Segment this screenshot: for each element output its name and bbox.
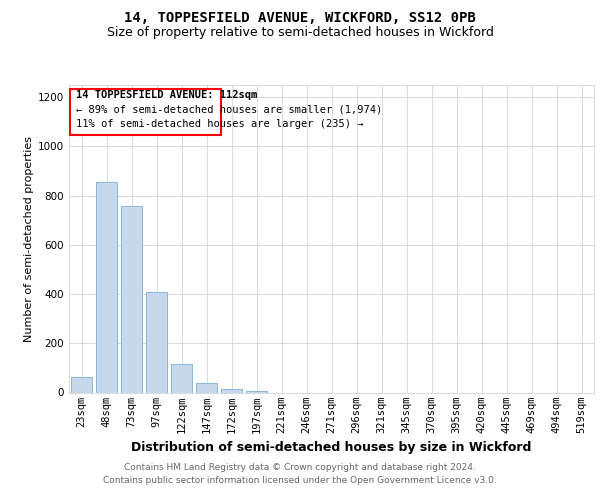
Bar: [196, 382, 217, 392]
X-axis label: Distribution of semi-detached houses by size in Wickford: Distribution of semi-detached houses by …: [131, 441, 532, 454]
Bar: [71, 376, 92, 392]
Text: 14 TOPPESFIELD AVENUE: 112sqm: 14 TOPPESFIELD AVENUE: 112sqm: [76, 90, 257, 100]
Bar: [171, 364, 192, 392]
Text: Contains HM Land Registry data © Crown copyright and database right 2024.
Contai: Contains HM Land Registry data © Crown c…: [103, 463, 497, 485]
Text: Size of property relative to semi-detached houses in Wickford: Size of property relative to semi-detach…: [107, 26, 493, 39]
FancyBboxPatch shape: [70, 88, 221, 136]
Bar: [146, 292, 167, 392]
Text: 11% of semi-detached houses are larger (235) →: 11% of semi-detached houses are larger (…: [76, 120, 363, 130]
Text: 14, TOPPESFIELD AVENUE, WICKFORD, SS12 0PB: 14, TOPPESFIELD AVENUE, WICKFORD, SS12 0…: [124, 12, 476, 26]
Bar: [96, 182, 117, 392]
Y-axis label: Number of semi-detached properties: Number of semi-detached properties: [24, 136, 34, 342]
Bar: [221, 389, 242, 392]
Bar: [121, 206, 142, 392]
Text: ← 89% of semi-detached houses are smaller (1,974): ← 89% of semi-detached houses are smalle…: [76, 105, 382, 115]
